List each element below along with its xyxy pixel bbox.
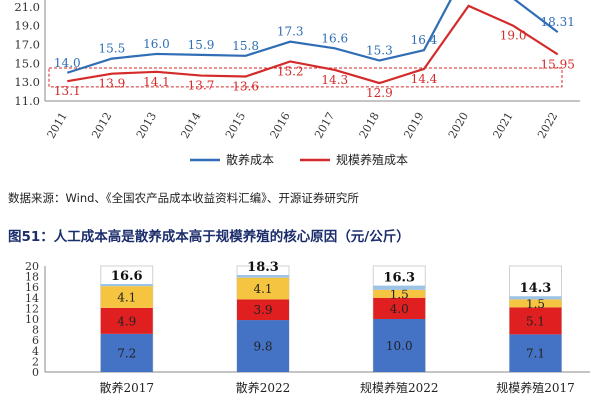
x-tick-label: 2013 (134, 110, 159, 141)
data-label-sanyang: 15.9 (188, 38, 215, 52)
bar-segment-bottom (237, 320, 289, 372)
data-label-guimo: 13.1 (54, 84, 81, 98)
y-tick-label: 13.0 (14, 75, 40, 89)
y-tick-label: 10 (25, 313, 39, 326)
bar-segment-top (100, 284, 153, 287)
bar-segment-upper (373, 289, 426, 298)
series-line-sanyang (66, 0, 559, 74)
data-label-guimo: 12.9 (366, 86, 393, 100)
data-label-sanyang: 15.5 (99, 42, 126, 56)
series-line-guimo (67, 4, 559, 85)
data-label-guimo: 13.7 (188, 79, 215, 93)
legend-label-sanyang: 散养成本 (226, 152, 274, 167)
cost-line-chart: 11.0 13.0 15.0 17.0 19.0 21.0 2011 2012 2013 2014… (14, 0, 580, 167)
data-label-sanyang: 17.3 (277, 25, 304, 39)
data-label-guimo: 14.4 (411, 72, 438, 86)
x-tick-label: 2016 (268, 110, 293, 141)
x-category-label: 散养2017 (99, 380, 154, 395)
x-tick-label: 2020 (446, 110, 471, 141)
y-tick-label: 4 (32, 345, 39, 358)
y-tick-label: 15.0 (14, 56, 40, 70)
data-label-sanyang: 16.0 (143, 37, 170, 51)
x-tick-label: 2011 (45, 110, 70, 141)
segment-value-label: 10.0 (386, 339, 413, 353)
x-category-label: 规模养殖2022 (360, 380, 439, 395)
data-label-sanyang: 15.8 (232, 39, 259, 53)
x-tick-label: 2012 (89, 110, 114, 141)
bar-segment-middle (237, 299, 289, 321)
data-label-guimo: 14.1 (143, 75, 170, 89)
data-label-guimo: 21.1 (455, 0, 482, 3)
data-label-guimo: 19.0 (500, 29, 527, 43)
x-tick-label: 2019 (401, 110, 426, 141)
y-tick-label: 0 (32, 366, 39, 379)
segment-value-label: 4.0 (390, 302, 409, 316)
bar-segment-top (509, 296, 562, 300)
data-label-sanyang: 16.6 (321, 31, 348, 45)
bar-segment-middle (509, 307, 562, 335)
segment-value-label: 4.1 (117, 291, 136, 305)
bar-segment-top (373, 285, 426, 290)
segment-value-label: 1.5 (390, 287, 409, 301)
bar-total-label: 18.3 (247, 260, 279, 275)
y-tick-label: 12 (25, 302, 39, 315)
y-tick-label: 18 (25, 271, 39, 284)
data-label-sanyang: 14.0 (54, 56, 81, 70)
x-tick-label: 2017 (312, 110, 337, 141)
bar-segment-top (237, 275, 289, 278)
segment-value-label: 7.1 (526, 347, 545, 361)
y-tick-label: 20 (25, 260, 39, 273)
x-tick-label: 2018 (357, 110, 382, 141)
bar-total-label: 16.6 (111, 269, 143, 284)
bar-segment-upper (237, 277, 289, 300)
y-tick-label: 17.0 (14, 38, 40, 52)
x-tick-label: 2021 (490, 110, 515, 141)
data-label-sanyang: 15.3 (366, 44, 393, 58)
y-tick-label: 11.0 (14, 94, 40, 108)
y-tick-label: 16 (25, 281, 39, 294)
y-tick-label: 6 (32, 334, 39, 347)
data-label-guimo: 13.9 (99, 77, 126, 91)
highlight-dashed-box (48, 67, 563, 88)
data-label-sanyang: 16.4 (411, 33, 438, 47)
x-category-label: 规模养殖2017 (496, 380, 575, 395)
data-label-guimo: 15.2 (277, 64, 304, 78)
segment-value-label: 4.1 (253, 282, 272, 296)
segment-value-label: 9.8 (253, 340, 272, 354)
segment-value-label: 7.2 (117, 346, 136, 360)
bar-segment-bottom (509, 334, 562, 372)
figure-title: 图51：人工成本高是散养成本高于规模养殖的核心原因（元/公斤） (8, 229, 410, 245)
bar-segment-bottom (373, 319, 426, 372)
segment-value-label: 5.1 (526, 314, 545, 328)
data-source-note: 数据来源：Wind、《全国农产品成本收益资料汇编》、开源证券研究所 (8, 191, 359, 205)
bar-total-label: 14.3 (520, 281, 552, 296)
data-label-guimo: 13.6 (232, 80, 259, 94)
y-tick-label: 14 (25, 292, 39, 305)
segment-value-label: 1.5 (526, 297, 545, 311)
bar-segment-middle (373, 297, 426, 319)
segment-value-label: 4.9 (117, 314, 136, 328)
segment-value-label: 3.9 (253, 303, 272, 317)
bar-segment-bottom (100, 333, 153, 372)
y-tick-label: 8 (32, 324, 39, 337)
y-tick-label: 21.0 (14, 0, 40, 14)
y-tick-label: 2 (32, 355, 39, 368)
x-tick-label: 2022 (535, 110, 560, 141)
data-label-guimo: 14.3 (321, 73, 348, 87)
x-tick-label: 2015 (223, 110, 248, 141)
bar-segment-upper (509, 299, 562, 308)
x-tick-label: 2014 (178, 110, 203, 141)
bar-segment-middle (100, 307, 153, 334)
bar-total-label: 16.3 (383, 271, 415, 286)
legend-label-guimo: 规模养殖成本 (336, 152, 408, 167)
x-category-label: 散养2022 (236, 380, 291, 395)
y-tick-label: 19.0 (14, 19, 40, 33)
data-label-guimo: 15.95 (541, 57, 575, 71)
bar-segment-upper (100, 286, 153, 308)
data-label-sanyang: 18.31 (541, 15, 575, 29)
